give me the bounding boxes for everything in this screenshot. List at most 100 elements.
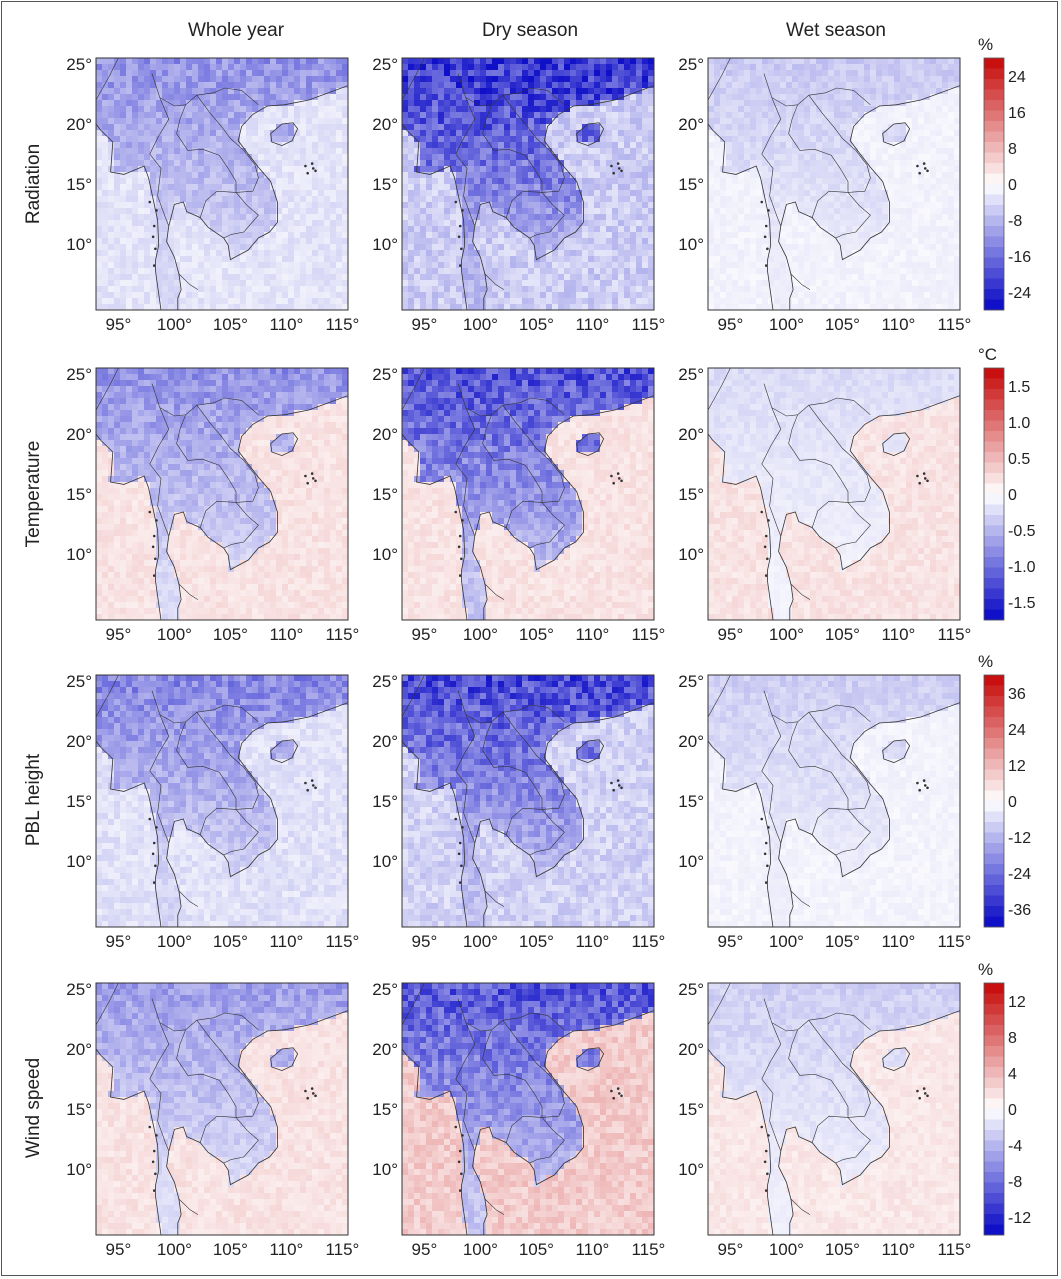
country-border (199, 807, 259, 856)
map-panel-1-2: 25° 20° 15° 10° 95° 100° 105° 110° 115° (678, 365, 971, 644)
colorbar-tick-label: -12 (1008, 1210, 1031, 1227)
island-dot (457, 545, 461, 549)
colorbar-tick-label: 24 (1008, 69, 1026, 86)
island-dot (310, 472, 314, 475)
island-dot (923, 784, 927, 787)
lat-tick-label: 25° (372, 55, 398, 74)
country-border (708, 58, 731, 101)
map-frame (95, 674, 349, 928)
island-dot (617, 784, 621, 787)
country-border (505, 500, 565, 549)
map-frame (401, 982, 655, 1236)
colorbar-tick-label: 8 (1008, 1030, 1017, 1047)
colorbar-tick-label: -0.5 (1008, 523, 1036, 540)
lon-tick-label: 110° (881, 932, 915, 951)
country-border (199, 500, 259, 549)
lon-tick-label: 95° (718, 625, 744, 644)
lon-tick-label: 110° (575, 1240, 609, 1259)
island-dot (764, 264, 768, 267)
map-frame (401, 57, 655, 311)
lat-tick-label: 25° (66, 980, 92, 999)
coastline (402, 368, 654, 620)
island-dot (767, 209, 770, 212)
lon-tick-label: 110° (881, 1240, 915, 1259)
map-panel-1-0: 25° 20° 15° 10° 95° 100° 105° 110° 115° (66, 365, 359, 644)
map-panel-0-2: 25° 20° 15° 10° 95° 100° 105° 110° 115° (678, 55, 971, 334)
lat-tick-label: 20° (66, 115, 92, 134)
lat-tick-label: 20° (66, 732, 92, 751)
country-border (484, 890, 505, 907)
map-frame (95, 57, 349, 311)
island-dot (457, 1160, 461, 1164)
country-border (455, 714, 476, 844)
island-dot (152, 881, 156, 884)
coastline (402, 675, 654, 927)
lat-tick-label: 10° (66, 545, 92, 564)
colorbar-tick-label: -1.5 (1008, 595, 1036, 612)
colorbar-tick-label: -24 (1008, 866, 1031, 883)
island-dot (306, 171, 309, 175)
colorbar-tick-label: 0.5 (1008, 451, 1030, 468)
lat-tick-label: 20° (372, 425, 398, 444)
colorbar-tick-label: -8 (1008, 213, 1022, 230)
lon-tick-label: 110° (269, 315, 303, 334)
island-dot (763, 235, 767, 239)
column-title-whole-year: Whole year (136, 20, 336, 42)
island-dot (314, 1094, 317, 1098)
island-dot (918, 1096, 921, 1100)
country-border (484, 273, 505, 290)
country-border (484, 1198, 505, 1215)
country-border (484, 583, 505, 600)
island-dot (311, 477, 315, 480)
lon-tick-label: 115° (937, 625, 971, 644)
colorbar-tick-label: -24 (1008, 285, 1031, 302)
lon-tick-label: 110° (575, 315, 609, 334)
lon-tick-label: 105° (213, 315, 248, 334)
island-dot (314, 169, 317, 173)
island-dot (764, 881, 768, 884)
country-border (811, 807, 871, 856)
lat-tick-label: 10° (678, 852, 704, 871)
island-dot (763, 1160, 767, 1164)
lat-tick-label: 25° (678, 672, 704, 691)
hainan-island (270, 122, 299, 147)
country-border (708, 983, 731, 1026)
colorbar-tick-label: 0 (1008, 177, 1017, 194)
coastline (96, 368, 348, 620)
coastline (96, 675, 348, 927)
coastline (96, 983, 348, 1235)
country-border (761, 1022, 782, 1152)
lon-tick-label: 105° (825, 1240, 860, 1259)
country-border (455, 1022, 476, 1152)
colorbar-unit: % (978, 652, 993, 671)
lon-tick-label: 105° (213, 625, 248, 644)
map-panel-3-2: 25° 20° 15° 10° 95° 100° 105° 110° 115° (678, 980, 971, 1259)
lat-tick-label: 15° (66, 175, 92, 194)
lat-tick-label: 10° (372, 235, 398, 254)
island-dot (617, 477, 621, 480)
map-panel-3-1: 25° 20° 15° 10° 95° 100° 105° 110° 115° (372, 980, 665, 1259)
coastline (708, 58, 960, 310)
country-border (790, 1198, 811, 1215)
lat-tick-label: 25° (66, 55, 92, 74)
map-frame (401, 674, 655, 928)
lon-tick-label: 105° (213, 1240, 248, 1259)
island-dot (766, 557, 769, 561)
island-dot (458, 881, 462, 884)
lon-tick-label: 95° (412, 1240, 438, 1259)
map-frame (95, 982, 349, 1236)
map-frame (95, 367, 349, 621)
island-dot (311, 1092, 315, 1095)
colorbar-tick-label: -16 (1008, 249, 1031, 266)
lat-tick-label: 25° (66, 365, 92, 384)
map-panel-0-1: 25° 20° 15° 10° 95° 100° 105° 110° 115° (372, 55, 665, 334)
island-dot (918, 171, 921, 175)
lat-tick-label: 20° (678, 1040, 704, 1059)
lon-tick-label: 95° (412, 932, 438, 951)
country-border (149, 714, 170, 844)
island-dot (457, 852, 461, 856)
island-dot (310, 1087, 314, 1090)
lon-tick-label: 115° (325, 932, 359, 951)
country-border (708, 675, 731, 718)
island-dot (304, 164, 307, 168)
